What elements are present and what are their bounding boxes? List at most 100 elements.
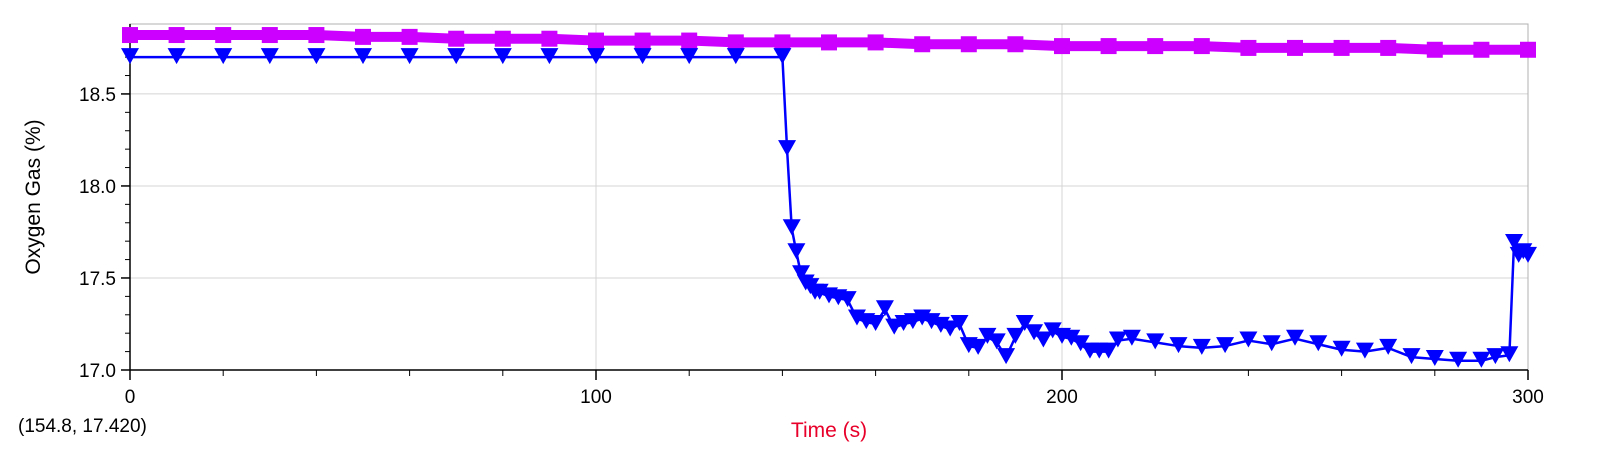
data-point-triangle [1108,331,1127,348]
data-point-square [122,27,138,44]
data-point-square [634,32,651,49]
data-point-triangle [493,48,512,65]
data-point-triangle [1472,351,1491,368]
y-tick-label: 17.5 [79,269,116,290]
data-point-square [1473,41,1490,58]
data-point-triangle [1043,322,1062,339]
x-tick-label: 300 [1512,387,1544,408]
y-tick-label: 18.5 [79,85,116,106]
data-point-square [1520,41,1536,58]
data-point-triangle [885,318,904,335]
data-point-triangle [1332,340,1351,357]
series-layer [121,27,1537,368]
data-point-square [1007,36,1024,53]
grid [129,24,1529,371]
data-point-square [401,28,418,45]
data-point-square [1100,38,1117,55]
axis-ticks [121,24,1529,380]
data-point-triangle [447,48,466,65]
data-point-square [867,34,884,51]
data-point-square [960,36,977,53]
data-point-square [1240,39,1257,56]
data-point-triangle [1355,342,1374,359]
data-point-triangle [1505,234,1524,251]
data-point-triangle [950,314,969,331]
data-point-square [1054,38,1070,55]
x-tick-label: 200 [1046,387,1078,408]
data-point-triangle [941,320,960,337]
y-tick-label: 17.0 [79,361,116,382]
data-point-triangle [792,265,811,282]
data-point-triangle [587,48,605,65]
x-axis-label: Time (s) [791,419,867,442]
data-point-triangle [773,48,792,65]
data-point-triangle [1402,348,1421,365]
data-point-triangle [1519,246,1537,263]
data-point-triangle [1146,333,1165,350]
data-point-square [1426,41,1443,58]
data-point-square [821,34,837,51]
data-point-triangle [1015,314,1034,331]
data-point-triangle [354,48,372,65]
data-point-triangle [1071,335,1090,352]
data-point-square [1380,39,1397,56]
data-point-triangle [260,48,279,65]
x-tick-label: 0 [125,387,136,408]
data-point-square [774,34,791,51]
series-2 [121,48,1537,368]
data-point-triangle [214,48,233,65]
data-point-triangle [1216,337,1235,354]
data-point-triangle [903,313,922,330]
data-point-triangle [1500,346,1519,363]
data-point-square [308,27,325,44]
data-point-square [681,32,698,49]
data-point-triangle [1062,329,1081,346]
data-point-triangle [778,140,797,157]
data-point-triangle [969,338,988,355]
data-point-triangle [540,48,559,65]
data-point-square [914,36,931,53]
tick-labels: 0 100 200 300 17.0 17.5 18.0 18.5 [79,85,1544,408]
series-1 [122,27,1536,58]
data-point-square [588,32,604,49]
data-point-triangle [782,219,801,236]
cursor-coordinate-readout: (154.8, 17.420) [18,416,147,437]
data-point-square [1193,38,1210,55]
data-point-triangle [1425,349,1444,366]
data-point-triangle [726,48,745,65]
data-point-square [1333,39,1350,56]
data-point-triangle [1122,329,1141,346]
data-point-triangle [1192,338,1211,355]
data-point-triangle [1006,327,1025,344]
data-point-triangle [838,291,857,308]
data-point-triangle [400,48,419,65]
data-point-triangle [121,48,139,65]
data-point-triangle [633,48,652,65]
data-point-triangle [1309,335,1328,352]
data-point-triangle [1379,338,1398,355]
data-point-triangle [997,348,1016,365]
data-point-square [727,34,744,51]
data-point-triangle [1262,335,1281,352]
data-point-square [215,27,232,44]
data-point-triangle [1099,342,1118,359]
data-point-square [355,28,371,45]
data-point-square [1287,39,1303,56]
data-point-square [261,27,278,44]
data-point-square [541,30,558,47]
y-axis-label: Oxygen Gas (%) [22,119,45,274]
data-point-triangle [307,48,326,65]
data-point-triangle [787,243,806,260]
data-point-triangle [875,300,894,317]
data-point-square [1147,38,1164,55]
y-tick-label: 18.0 [79,177,116,198]
data-point-triangle [1449,351,1468,368]
data-point-triangle [1286,329,1304,346]
data-point-triangle [1169,337,1188,354]
data-point-square [448,30,465,47]
data-point-triangle [987,333,1006,350]
data-point-square [494,30,511,47]
series-line [130,55,1529,363]
x-tick-label: 100 [580,387,612,408]
